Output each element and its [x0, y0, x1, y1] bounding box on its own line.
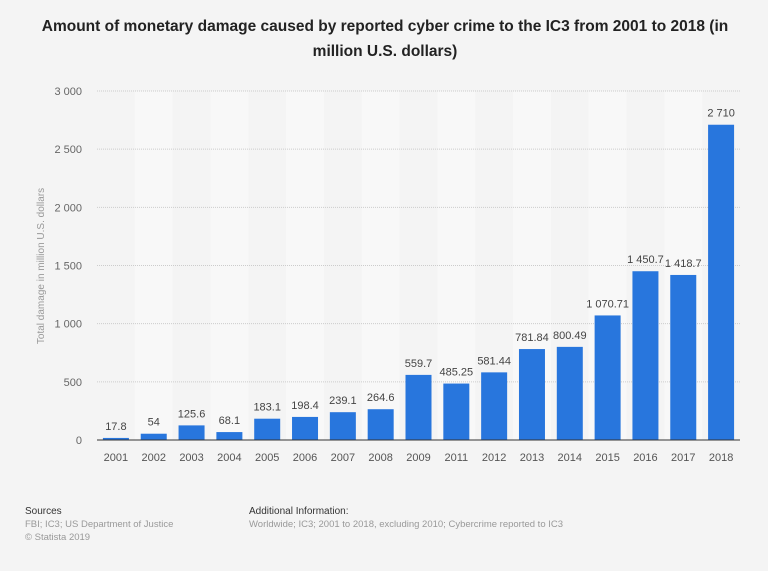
- x-tick-label: 2017: [671, 452, 695, 464]
- data-label: 1 450.7: [627, 254, 664, 266]
- x-tick-label: 2001: [104, 452, 128, 464]
- x-tick-label: 2018: [709, 452, 733, 464]
- sources-text[interactable]: FBI; IC3; US Department of Justice: [25, 519, 174, 530]
- bar-2004: [216, 432, 243, 440]
- y-tick-label: 2 500: [54, 144, 82, 156]
- y-tick-label: 3 000: [54, 86, 82, 98]
- data-label: 54: [148, 417, 160, 429]
- bar-2006: [292, 416, 319, 440]
- bar-2007: [329, 412, 356, 440]
- sources-heading: Sources: [25, 506, 62, 517]
- x-tick-label: 2016: [633, 452, 657, 464]
- data-label: 17.8: [105, 421, 126, 433]
- x-tick-label: 2014: [558, 452, 582, 464]
- y-tick-label: 1 000: [54, 319, 82, 331]
- x-tick-label: 2012: [482, 452, 506, 464]
- bar-2017: [670, 274, 697, 440]
- x-tick-label: 2003: [179, 452, 203, 464]
- data-label: 125.6: [178, 408, 206, 420]
- bar-2011: [443, 383, 470, 440]
- data-label: 198.4: [291, 400, 319, 412]
- bar-2005: [254, 418, 281, 440]
- y-tick-label: 0: [76, 435, 82, 447]
- bar-2015: [594, 315, 621, 440]
- x-tick-label: 2013: [520, 452, 544, 464]
- additional-info-heading: Additional Information:: [249, 506, 349, 517]
- x-tick-label: 2011: [444, 452, 468, 464]
- bar-2003: [178, 425, 205, 440]
- copyright: © Statista 2019: [25, 532, 91, 543]
- bar-2016: [632, 271, 659, 440]
- x-tick-label: 2005: [255, 452, 279, 464]
- additional-info-block: Additional Information: Worldwide; IC3; …: [249, 505, 563, 531]
- additional-info-text: Worldwide; IC3; 2001 to 2018, excluding …: [249, 519, 564, 530]
- data-label: 2 710: [707, 108, 735, 120]
- x-tick-label: 2008: [368, 452, 392, 464]
- data-label: 581.44: [477, 355, 511, 367]
- bar-2008: [367, 409, 394, 440]
- data-label: 1 418.7: [665, 258, 702, 270]
- x-tick-label: 2015: [595, 452, 619, 464]
- bar-2001: [102, 437, 129, 440]
- bar-2014: [556, 346, 583, 440]
- bar-2018: [708, 124, 735, 440]
- data-label: 183.1: [253, 402, 281, 414]
- x-tick-label: 2004: [217, 452, 241, 464]
- x-tick-label: 2002: [141, 452, 165, 464]
- y-tick-label: 1 500: [54, 261, 82, 273]
- y-axis-label: Total damage in million U.S. dollars: [36, 188, 47, 344]
- x-tick-label: 2009: [406, 452, 430, 464]
- data-label: 68.1: [219, 415, 240, 427]
- data-label: 781.84: [515, 332, 549, 344]
- y-tick-label: 2 000: [54, 202, 82, 214]
- bar-2009: [405, 374, 432, 440]
- data-label: 485.25: [439, 367, 473, 379]
- sources-block: Sources FBI; IC3; US Department of Justi…: [25, 505, 173, 544]
- bar-2002: [140, 433, 167, 440]
- x-tick-label: 2006: [293, 452, 317, 464]
- data-label: 1 070.71: [586, 298, 629, 310]
- chart-title: Amount of monetary damage caused by repo…: [41, 18, 729, 60]
- bar-2012: [481, 372, 508, 440]
- data-label: 239.1: [329, 395, 357, 407]
- x-tick-label: 2007: [331, 452, 355, 464]
- data-label: 559.7: [405, 358, 433, 370]
- bar-2013: [518, 349, 545, 440]
- data-label: 800.49: [553, 330, 587, 342]
- data-label: 264.6: [367, 392, 395, 404]
- y-tick-label: 500: [64, 377, 82, 389]
